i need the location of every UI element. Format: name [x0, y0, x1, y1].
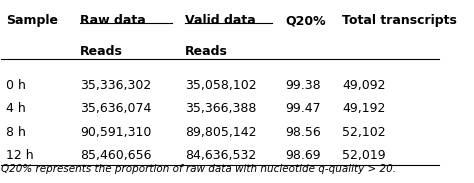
Text: 52,019: 52,019	[342, 149, 386, 162]
Text: Raw data: Raw data	[80, 14, 146, 27]
Text: Total transcripts: Total transcripts	[342, 14, 457, 27]
Text: 98.56: 98.56	[285, 126, 321, 139]
Text: 99.38: 99.38	[285, 79, 321, 92]
Text: Sample: Sample	[6, 14, 58, 27]
Text: 35,336,302: 35,336,302	[80, 79, 151, 92]
Text: 4 h: 4 h	[6, 102, 26, 115]
Text: 0 h: 0 h	[6, 79, 26, 92]
Text: Valid data: Valid data	[185, 14, 256, 27]
Text: Reads: Reads	[80, 45, 123, 58]
Text: 8 h: 8 h	[6, 126, 26, 139]
Text: 52,102: 52,102	[342, 126, 386, 139]
Text: 35,636,074: 35,636,074	[80, 102, 152, 115]
Text: 12 h: 12 h	[6, 149, 33, 162]
Text: 49,092: 49,092	[342, 79, 386, 92]
Text: 84,636,532: 84,636,532	[185, 149, 256, 162]
Text: Q20% represents the proportion of raw data with nucleotide q-quality > 20.: Q20% represents the proportion of raw da…	[1, 164, 396, 174]
Text: 99.47: 99.47	[285, 102, 321, 115]
Text: 85,460,656: 85,460,656	[80, 149, 152, 162]
Text: 98.69: 98.69	[285, 149, 321, 162]
Text: 35,058,102: 35,058,102	[185, 79, 256, 92]
Text: 89,805,142: 89,805,142	[185, 126, 256, 139]
Text: Q20%: Q20%	[285, 14, 326, 27]
Text: Reads: Reads	[185, 45, 228, 58]
Text: 90,591,310: 90,591,310	[80, 126, 152, 139]
Text: 35,366,388: 35,366,388	[185, 102, 256, 115]
Text: 49,192: 49,192	[342, 102, 386, 115]
